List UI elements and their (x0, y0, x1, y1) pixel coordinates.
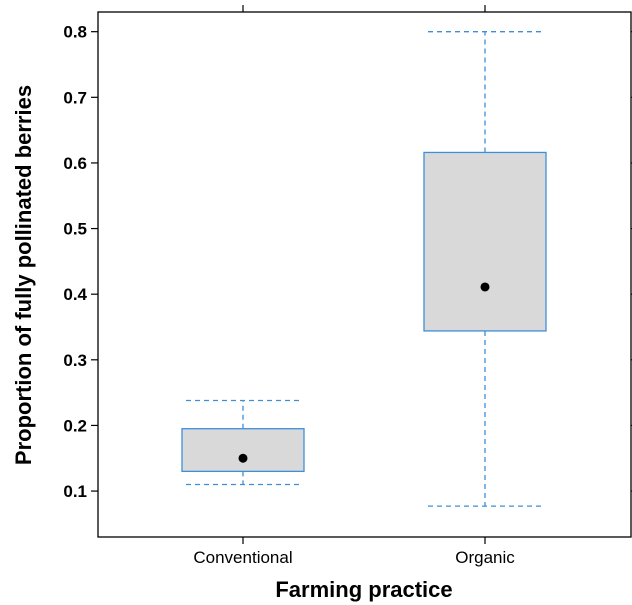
interquartile-box (181, 428, 305, 473)
interquartile-box (423, 151, 547, 332)
box-organic (423, 31, 547, 507)
plot-frame (97, 11, 632, 538)
axis-ticks: 0.1 0.2 0.3 0.4 0.5 0.6 0.7 0.8 Conventional Orga… (63, 5, 632, 567)
x-tick-label: Conventional (193, 548, 292, 567)
y-tick-label: 0.5 (63, 220, 87, 239)
median-marker (480, 282, 490, 292)
y-tick-label: 0.2 (63, 416, 87, 435)
box-conventional (181, 399, 305, 486)
box-plot-marks (181, 31, 547, 507)
y-tick-label: 0.4 (63, 285, 87, 304)
y-tick-label: 0.8 (63, 23, 87, 42)
y-tick-label: 0.6 (63, 154, 87, 173)
median-marker (238, 453, 248, 463)
y-axis-title: Proportion of fully pollinated berries (11, 85, 36, 465)
y-tick-label: 0.7 (63, 88, 87, 107)
x-tick-label: Organic (455, 548, 515, 567)
x-axis-title: Farming practice (275, 577, 452, 602)
y-tick-label: 0.3 (63, 351, 87, 370)
y-tick-label: 0.1 (63, 482, 87, 501)
